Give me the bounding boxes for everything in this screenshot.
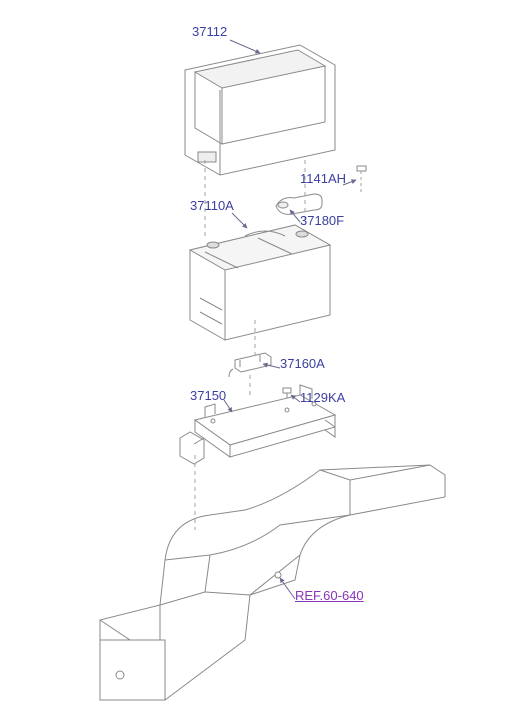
label-1129KA[interactable]: 1129KA (300, 390, 345, 405)
label-37150[interactable]: 37150 (190, 388, 226, 403)
part-1141AH (357, 166, 366, 193)
leader-37112 (230, 40, 260, 53)
part-37180F (276, 194, 322, 214)
part-37112 (185, 45, 335, 175)
label-37180F[interactable]: 37180F (300, 213, 344, 228)
label-37112[interactable]: 37112 (192, 24, 227, 39)
label-1141AH[interactable]: 1141AH (300, 171, 346, 186)
diagram-canvas (0, 0, 532, 727)
label-ref[interactable]: REF.60-640 (295, 588, 364, 603)
label-37110A[interactable]: 37110A (190, 198, 234, 213)
ref-frame (100, 465, 445, 700)
dashed-lines (195, 160, 305, 530)
part-37160A (229, 353, 271, 377)
leader-37110A (232, 213, 247, 228)
part-37110A (190, 225, 330, 340)
label-37160A[interactable]: 37160A (280, 356, 325, 371)
